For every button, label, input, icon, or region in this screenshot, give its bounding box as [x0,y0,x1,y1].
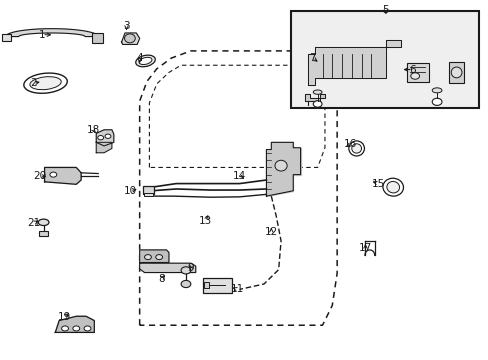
Ellipse shape [61,326,68,331]
Text: 17: 17 [358,243,371,253]
Ellipse shape [144,255,151,260]
Ellipse shape [410,73,419,79]
Text: 13: 13 [199,216,212,226]
Text: 20: 20 [33,171,46,181]
Ellipse shape [382,178,403,196]
Text: 18: 18 [86,125,100,135]
Ellipse shape [50,172,57,177]
Polygon shape [140,250,168,263]
Polygon shape [44,167,81,184]
Ellipse shape [313,101,322,107]
Ellipse shape [30,77,61,90]
Text: 16: 16 [344,139,357,149]
Ellipse shape [136,55,155,67]
Text: 3: 3 [123,21,129,31]
Text: 19: 19 [58,312,71,322]
Polygon shape [140,263,195,273]
Polygon shape [307,40,400,85]
Ellipse shape [73,326,80,331]
Polygon shape [96,130,114,146]
Ellipse shape [386,181,399,193]
Ellipse shape [38,219,49,226]
Bar [2,35,11,41]
Ellipse shape [348,141,364,156]
Ellipse shape [313,90,322,94]
Text: 15: 15 [371,179,385,189]
Text: 7: 7 [309,53,315,63]
Text: 14: 14 [232,171,246,181]
Bar [448,62,463,83]
Ellipse shape [24,73,67,93]
Text: 8: 8 [158,274,164,284]
Ellipse shape [124,34,135,43]
Text: 10: 10 [123,186,136,196]
Ellipse shape [156,255,162,260]
Ellipse shape [84,326,91,331]
Ellipse shape [181,267,190,274]
Polygon shape [266,142,300,196]
Bar [203,278,232,293]
Text: 11: 11 [230,284,244,294]
Text: 9: 9 [187,263,194,273]
Text: 2: 2 [30,78,37,88]
Text: 4: 4 [136,53,142,63]
Text: 12: 12 [264,227,277,237]
Bar [92,33,102,43]
Text: 5: 5 [382,5,388,15]
Bar [144,193,153,196]
Polygon shape [55,316,94,332]
Ellipse shape [181,280,190,288]
Ellipse shape [139,57,152,64]
Ellipse shape [105,134,111,138]
Ellipse shape [98,135,103,140]
Text: 21: 21 [27,218,41,228]
Bar [143,186,154,194]
Bar [203,282,208,288]
Text: 6: 6 [408,64,415,75]
Ellipse shape [274,160,286,171]
Ellipse shape [351,144,361,153]
Polygon shape [305,94,325,101]
Text: 1: 1 [39,30,45,40]
Ellipse shape [431,98,441,105]
Bar [39,231,48,236]
Polygon shape [122,33,140,44]
Ellipse shape [431,88,441,93]
Bar [290,12,478,108]
Polygon shape [5,29,98,37]
Bar [406,63,427,82]
Polygon shape [96,142,112,153]
Ellipse shape [450,67,461,78]
